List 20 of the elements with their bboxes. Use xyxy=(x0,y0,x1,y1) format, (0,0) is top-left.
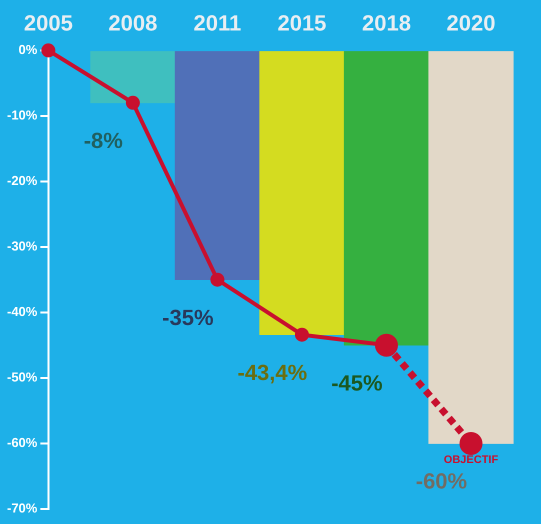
x-tick-label: 2018 xyxy=(362,10,411,36)
y-tick-label: -10% xyxy=(6,107,38,122)
y-tick-label: -50% xyxy=(6,370,38,385)
data-label: -35% xyxy=(162,304,214,330)
y-tick-label: 0% xyxy=(18,42,38,57)
x-tick-label: 2008 xyxy=(108,10,158,36)
y-tick-label: -60% xyxy=(6,435,38,450)
data-label: -60% xyxy=(416,468,468,494)
x-tick-label: 2005 xyxy=(24,10,73,36)
data-label: -8% xyxy=(84,128,123,153)
y-tick-label: -20% xyxy=(6,173,38,188)
annotation: OBJECTIF xyxy=(444,454,498,466)
y-tick-label: -70% xyxy=(6,500,38,516)
data-label: -43,4% xyxy=(237,360,308,385)
x-tick-label: 2011 xyxy=(194,10,242,36)
x-tick-label: 2020 xyxy=(446,10,496,36)
y-tick-label: -30% xyxy=(6,238,38,254)
y-tick-label: -40% xyxy=(6,304,38,320)
x-tick-label: 2015 xyxy=(277,10,326,36)
data-label: -45% xyxy=(331,370,383,396)
